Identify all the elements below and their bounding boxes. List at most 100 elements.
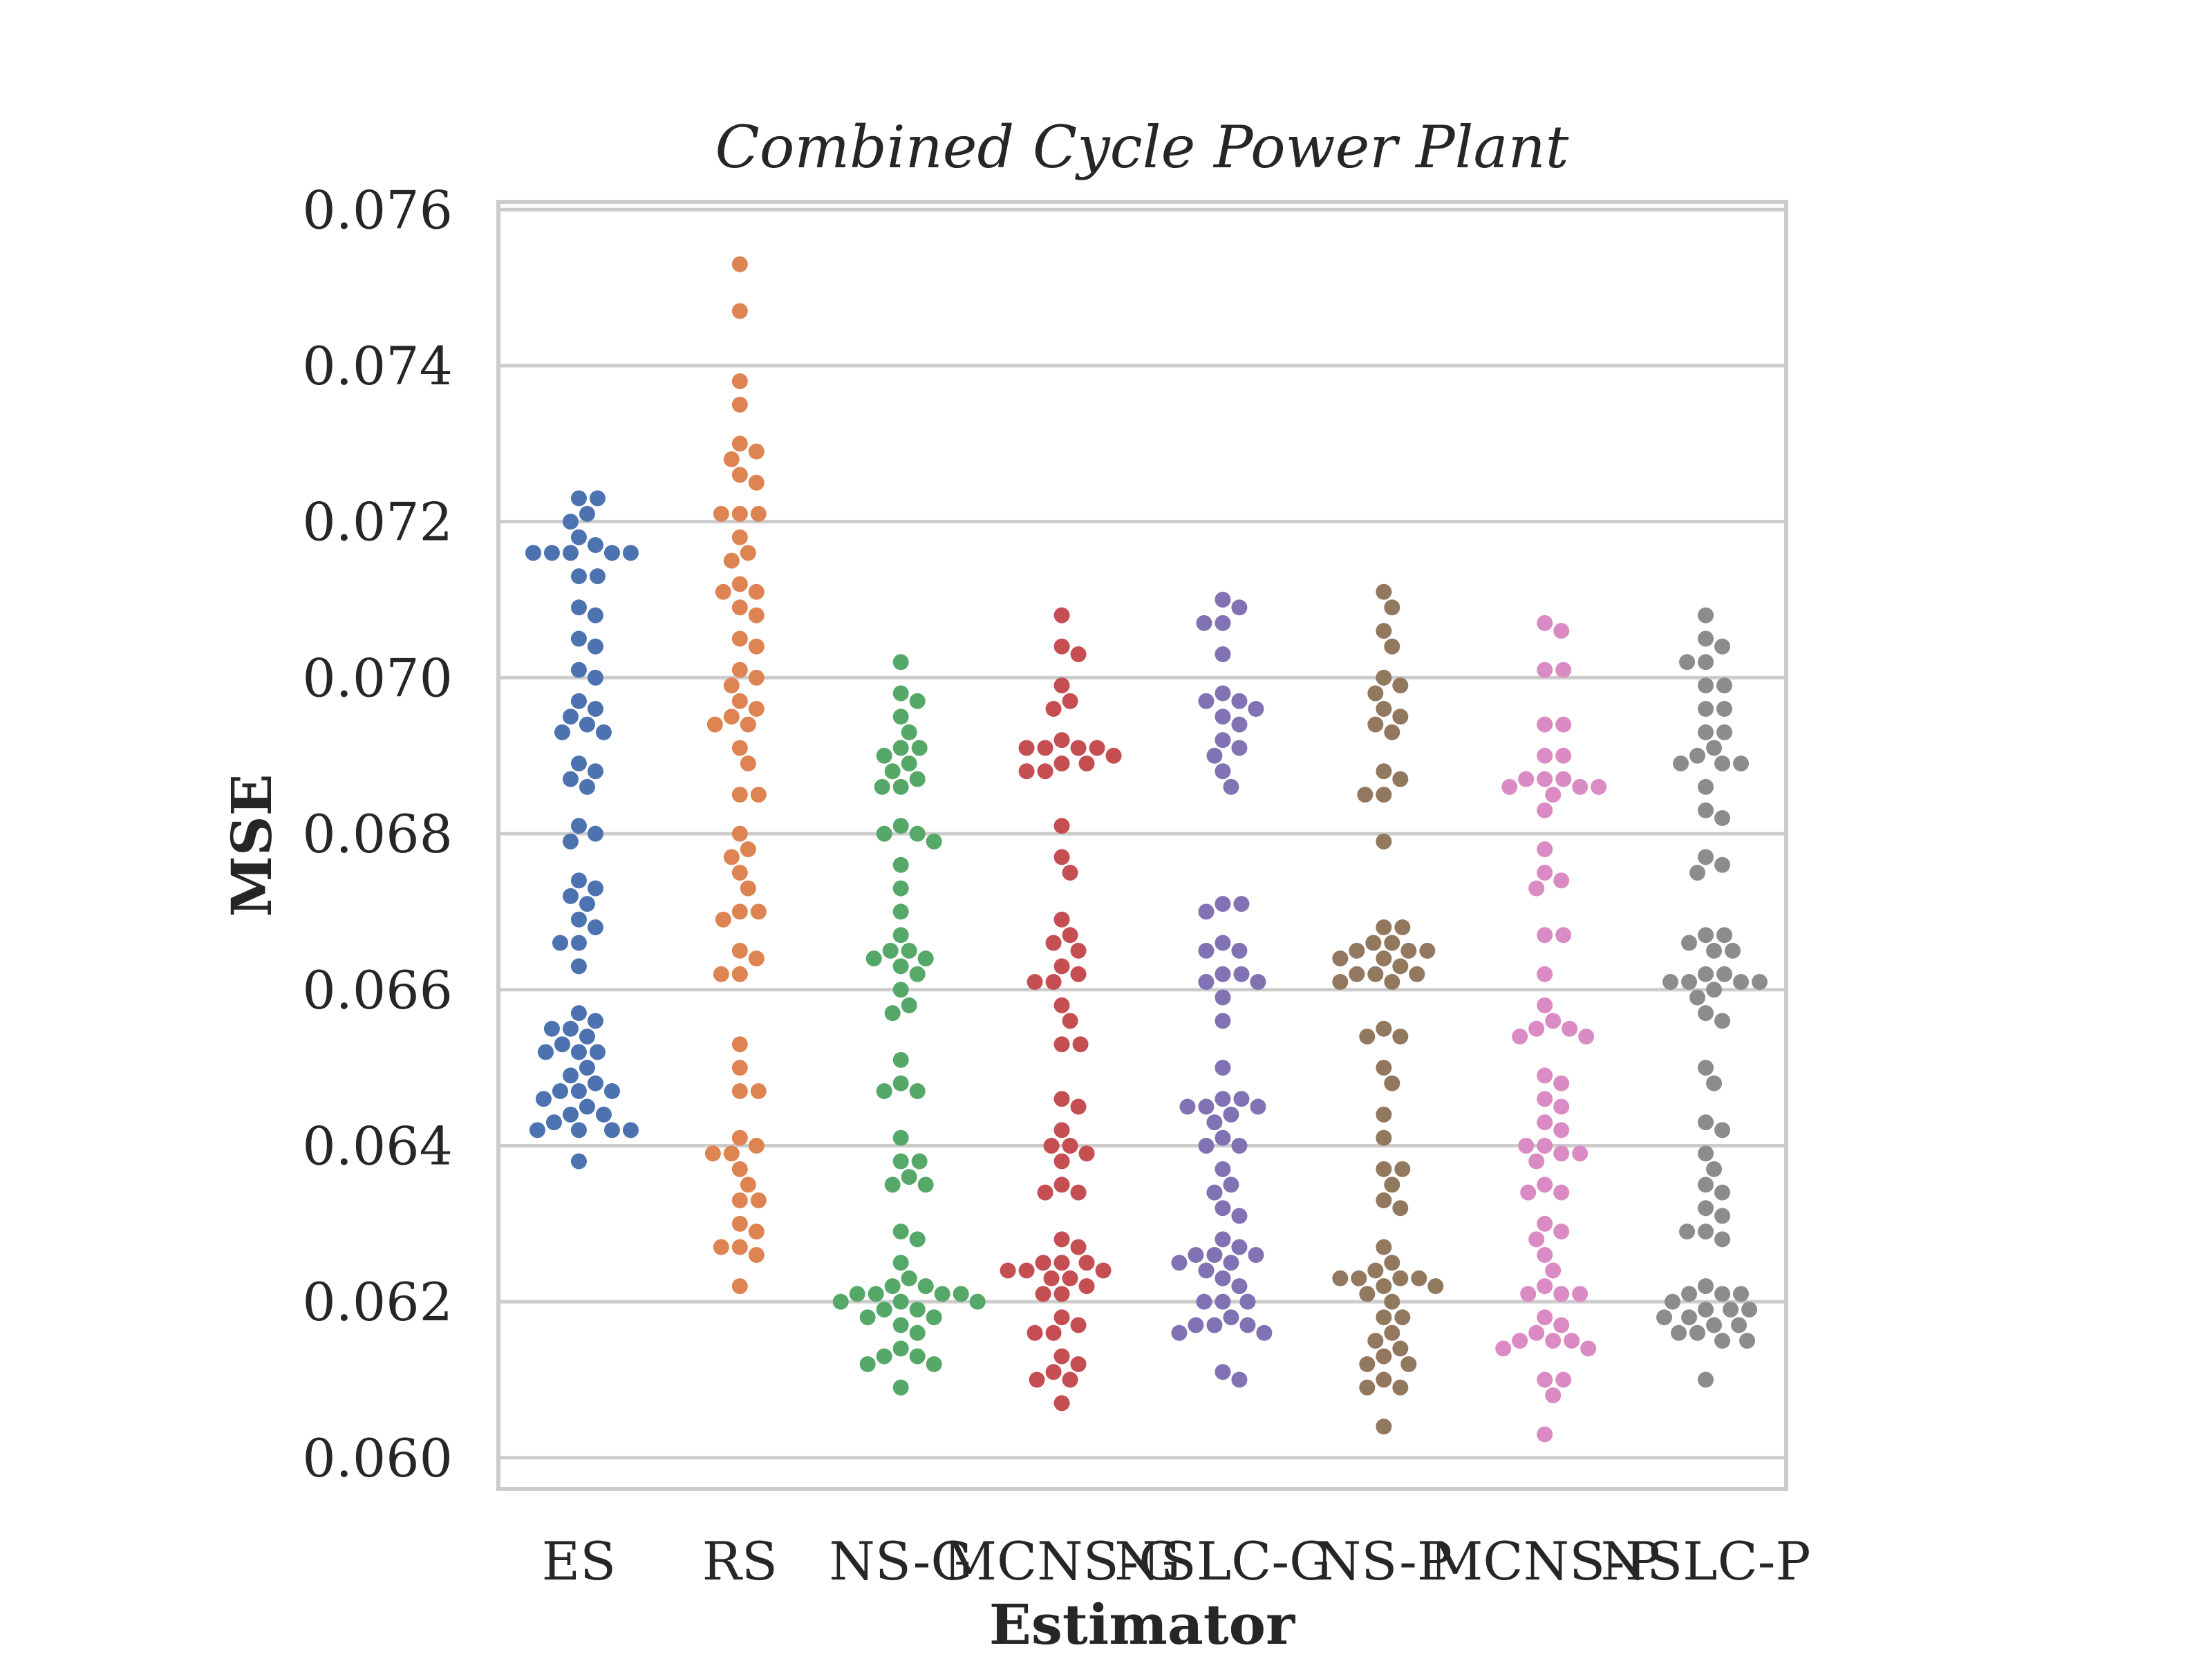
data-point-nslc-g [1188,1317,1204,1333]
data-point-ns-p [1376,1418,1392,1435]
data-point-mcns-p [1553,872,1570,889]
data-point-mcns-p [1555,662,1572,678]
data-point-nslc-g [1179,1098,1196,1115]
data-point-nslc-p [1741,1301,1758,1318]
data-point-ns-p [1376,950,1392,967]
y-tick-label: 0.074 [302,335,453,397]
data-point-es [589,1044,606,1060]
data-point-mcns-g [1062,1013,1078,1029]
data-point-es [543,545,560,561]
data-point-mcns-p [1553,1317,1570,1333]
data-point-mcns-p [1537,841,1553,858]
data-point-ns-g [892,903,909,920]
data-point-mcns-p [1591,778,1607,795]
data-point-nslc-p [1706,740,1723,756]
data-point-ns-g [892,1255,909,1271]
data-point-rs [740,1177,756,1193]
data-point-mcns-p [1537,1371,1553,1388]
data-point-nslc-g [1231,942,1248,959]
data-point-mcns-p [1555,1371,1572,1388]
data-point-mcns-p [1501,778,1518,795]
data-point-rs [731,467,748,483]
data-point-ns-g [892,778,909,795]
data-point-mcns-p [1564,1333,1580,1349]
data-point-mcns-g [1053,911,1070,928]
data-point-ns-g [934,1286,950,1302]
data-point-es [570,756,587,772]
data-point-ns-p [1376,1192,1392,1208]
data-point-ns-p [1392,1340,1409,1357]
data-point-es [562,709,579,725]
x-tick-label: MCNS-G [943,1530,1181,1592]
data-point-ns-g [917,1177,934,1193]
data-point-mcns-g [1045,1364,1062,1380]
data-point-nslc-g [1233,966,1250,982]
data-point-ns-g [859,1356,876,1372]
data-point-mcns-p [1528,880,1545,897]
data-point-ns-p [1394,919,1411,935]
data-point-es [579,896,595,912]
data-point-es [554,724,570,740]
data-point-mcns-p [1545,1387,1562,1404]
data-point-mcns-p [1537,1309,1553,1326]
data-point-es [543,1020,560,1037]
data-point-es [570,1122,587,1138]
data-point-rs [731,303,748,319]
plot-frame [496,200,1788,1491]
data-point-ns-g [892,1075,909,1091]
data-point-nslc-p [1681,1309,1698,1326]
data-point-ns-g [917,1278,934,1295]
y-tick-label: 0.076 [302,179,453,241]
data-point-mcns-p [1553,1145,1570,1162]
data-point-nslc-p [1698,654,1714,671]
data-point-es [570,529,587,545]
data-point-ns-p [1384,1177,1400,1193]
data-point-ns-p [1400,1356,1417,1372]
data-point-nslc-p [1698,849,1714,865]
data-point-nslc-p [1733,973,1750,990]
data-point-ns-g [892,1379,909,1396]
data-point-nslc-p [1698,1114,1714,1131]
x-tick-label: ES [542,1530,617,1592]
data-point-ns-p [1427,1278,1444,1295]
data-point-mcns-p [1545,1262,1562,1279]
data-point-nslc-p [1662,973,1679,990]
data-point-nslc-g [1231,693,1248,709]
data-point-es [587,607,603,624]
x-tick-label: NS-G [829,1530,973,1592]
data-point-nslc-p [1716,724,1733,740]
data-point-rs [740,841,756,858]
data-point-es [587,638,603,655]
data-point-ns-p [1384,973,1400,990]
data-point-nslc-p [1681,973,1698,990]
data-point-nslc-g [1198,903,1215,920]
data-point-nslc-g [1188,1246,1204,1263]
data-point-mcns-g [1095,1262,1112,1279]
data-point-mcns-g [1070,740,1087,756]
data-point-rs [731,256,748,272]
data-point-mcns-g [1053,1091,1070,1107]
data-point-ns-g [868,1286,884,1302]
data-point-ns-p [1384,638,1400,655]
data-point-mcns-g [1037,740,1053,756]
data-point-rs [748,607,765,624]
data-point-rs [748,950,765,967]
data-point-ns-p [1367,685,1384,702]
data-point-rs [713,505,729,522]
data-point-mcns-p [1553,1122,1570,1138]
data-point-ns-p [1376,787,1392,803]
data-point-ns-p [1376,833,1392,850]
data-point-mcns-g [1070,646,1087,663]
data-point-ns-p [1376,1278,1392,1295]
data-point-ns-p [1332,1270,1349,1286]
data-point-mcns-g [1043,1270,1060,1286]
data-point-ns-p [1349,966,1365,982]
data-point-ns-g [892,982,909,998]
data-point-mcns-p [1572,778,1588,795]
data-point-ns-g [892,1130,909,1146]
data-point-ns-p [1359,1286,1376,1302]
data-point-es [603,545,620,561]
data-point-nslc-p [1698,927,1714,944]
data-point-nslc-g [1171,1255,1188,1271]
